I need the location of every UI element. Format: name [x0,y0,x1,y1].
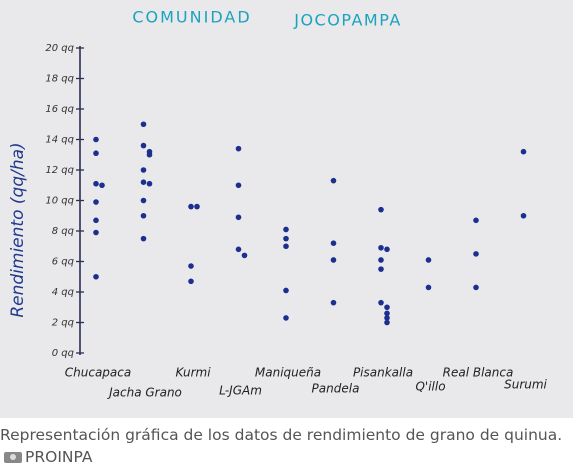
data-point [384,246,390,253]
data-point [140,212,147,219]
data-point [93,150,99,157]
y-tick-label: 4 qq [52,287,74,298]
caption-text: Representación gráfica de los datos de r… [0,426,563,444]
data-point [93,273,99,280]
data-point [188,278,194,285]
data-point [93,199,99,205]
data-point [384,310,390,317]
data-point [330,299,337,306]
x-tick-label: Pandela [312,382,360,396]
data-point [140,197,147,204]
data-point [235,182,242,189]
y-tick-label: 18 qq [45,74,74,85]
y-tick-label: 10 qq [45,196,74,207]
data-point [384,319,390,326]
data-point [235,214,242,221]
y-tick-label: 2 qq [52,318,74,329]
data-point [99,182,105,189]
chart-subtitle: JOCOPAMPA [293,11,402,30]
data-point [384,315,390,321]
data-point [425,257,432,263]
data-point [378,266,384,272]
x-tick-label: Chucapaca [65,366,131,380]
data-point [330,177,337,184]
data-point [188,263,194,269]
x-tick-label: L-JGAm [219,384,262,398]
y-tick-label: 14 qq [45,135,74,146]
paper [0,0,573,418]
x-tick-label: Real Blanca [443,366,514,380]
y-tick-label: 16 qq [45,104,74,115]
camera-icon [4,452,22,463]
data-point [140,235,147,242]
data-point [283,235,289,242]
y-tick-label: 6 qq [52,257,74,268]
y-tick-label: 0 qq [52,348,74,359]
x-tick-label: Pisankalla [353,366,413,380]
y-axis-label: Rendimiento (qq/ha) [8,142,28,317]
x-tick-label: Kurmi [175,366,211,380]
x-tick-label: Jacha Grano [107,386,182,400]
data-point [378,244,384,251]
data-point [140,142,147,149]
data-point [140,121,147,128]
x-tick-label: Q'illo [415,380,445,394]
data-point [330,257,337,263]
data-point [283,226,289,233]
data-point [520,148,527,155]
chart-title: COMUNIDAD [132,8,251,27]
data-point [283,243,289,250]
data-point [235,145,242,152]
data-point [520,212,527,219]
data-point [378,257,384,263]
data-point [146,151,153,158]
data-point [93,180,99,187]
data-point [283,315,289,321]
data-point [93,136,99,143]
x-tick-label: Maniqueña [255,366,321,380]
data-point [146,180,153,187]
data-point [473,251,479,257]
data-point [330,240,337,246]
data-point [283,287,289,294]
data-point [378,206,384,213]
data-point [425,284,432,291]
caption-credit: PROINPA [25,448,93,466]
y-tick-label: 12 qq [45,165,74,176]
y-tick-label: 20 qq [45,43,74,54]
data-point [93,229,99,236]
y-tick-label: 8 qq [52,226,74,237]
data-point [378,299,384,306]
x-tick-label: Surumi [504,378,547,392]
data-point [140,179,147,185]
data-point [194,203,200,210]
data-point [384,304,390,311]
data-point [235,246,242,253]
data-point [140,167,147,173]
data-point [473,284,479,291]
data-point [188,203,194,210]
data-point [241,252,248,259]
caption: Representación gráfica de los datos de r… [0,424,570,468]
chart: COMUNIDAD JOCOPAMPA Rendimiento (qq/ha) … [0,0,573,418]
data-point [473,217,479,224]
data-point [93,217,99,224]
